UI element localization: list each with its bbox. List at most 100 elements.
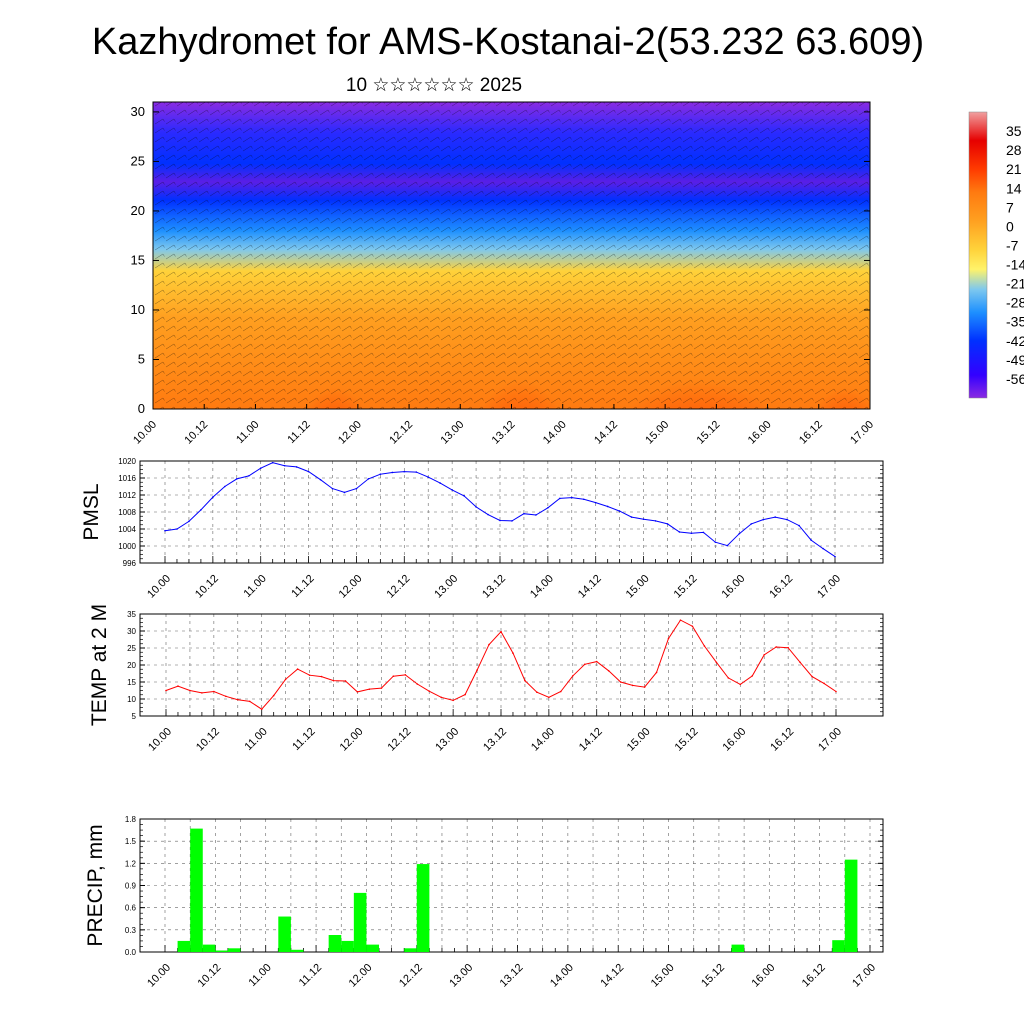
x-tick-label: 11.00 [241, 573, 268, 600]
x-tick-label: 13.12 [480, 573, 508, 601]
data-point [225, 695, 227, 698]
data-point [260, 708, 263, 710]
data-point [177, 685, 179, 687]
data-point [667, 637, 670, 640]
colorbar-label: 14 [1006, 180, 1022, 196]
data-point [308, 674, 311, 676]
data-point [702, 531, 705, 534]
data-point [774, 516, 776, 518]
data-point [284, 678, 287, 681]
colorbar-scale [968, 111, 988, 399]
y-tick-label: 1.2 [125, 859, 137, 868]
x-tick-label: 11.12 [285, 419, 312, 446]
data-point [643, 686, 646, 688]
data-point [380, 687, 383, 689]
x-tick-label: 14.12 [577, 726, 605, 754]
page-subtitle: 10 ☆☆☆☆☆☆ 2025 [346, 75, 522, 96]
data-point [739, 683, 742, 686]
colorbar-label: 28 [1006, 142, 1022, 158]
y-axis-label: TEMP at 2 M [88, 604, 111, 726]
data-point [404, 674, 407, 676]
x-tick-label: 13.12 [498, 962, 526, 990]
colorbar: 35 28 21 14 7 0 -7 -14 -21 -28 -35 -42 -49 -56 [968, 111, 1024, 399]
x-tick-label: 16.00 [746, 419, 774, 447]
data-point [678, 531, 681, 533]
y-tick-label: 996 [123, 559, 137, 568]
y-tick-label: 0 [138, 401, 145, 416]
data-point [582, 498, 585, 501]
data-point [763, 654, 766, 656]
y-tick-label: 35 [127, 610, 136, 619]
colorbar-label: -14 [1006, 257, 1024, 273]
data-point [451, 489, 453, 491]
data-point [775, 646, 777, 648]
data-point [500, 630, 502, 633]
x-tick-label: 15.12 [672, 573, 700, 601]
data-point [834, 555, 836, 558]
x-tick-label: 16.12 [797, 419, 825, 447]
data-point [463, 495, 465, 497]
x-tick-label: 10.12 [196, 962, 224, 990]
data-point [272, 694, 275, 697]
data-point [524, 679, 526, 682]
data-point [415, 471, 418, 473]
data-point [786, 518, 788, 521]
data-point [799, 661, 801, 664]
x-tick-label: 15.12 [673, 726, 701, 754]
data-point [319, 478, 322, 481]
y-tick-label: 1008 [118, 508, 136, 517]
precip-bar [366, 944, 380, 952]
data-point [391, 471, 394, 474]
y-tick-label: 1020 [118, 457, 136, 466]
x-tick-label: 14.12 [576, 573, 604, 601]
data-point [355, 487, 358, 490]
data-point [416, 683, 419, 685]
x-tick-label: 10.00 [146, 726, 174, 754]
x-tick-label: 11.00 [234, 419, 261, 446]
y-tick-label: 30 [131, 104, 145, 119]
x-tick-label: 15.12 [699, 962, 727, 990]
y-tick-label: 5 [132, 712, 137, 721]
x-tick-label: 13.00 [447, 962, 475, 990]
precip-bar [227, 948, 241, 952]
x-tick-label: 11.12 [297, 962, 324, 989]
data-point [403, 470, 406, 473]
x-tick-label: 10.00 [131, 419, 159, 447]
data-point [715, 661, 718, 664]
data-point [452, 699, 454, 702]
data-point [787, 646, 789, 649]
x-tick-label: 12.00 [338, 726, 366, 754]
data-point [619, 681, 622, 683]
x-tick-label: 16.00 [749, 962, 777, 990]
precip-bar [416, 864, 430, 952]
panel-frame [139, 460, 884, 564]
x-tick-label: 16.12 [767, 573, 795, 601]
x-tick-label: 15.12 [695, 419, 723, 447]
data-point [236, 698, 239, 701]
x-tick-label: 14.12 [598, 962, 626, 990]
data-point [201, 692, 203, 694]
data-point [690, 532, 693, 535]
data-point [200, 509, 202, 511]
precip-bar [731, 944, 745, 952]
colorbar-label: -56 [1006, 371, 1024, 387]
data-point [428, 690, 431, 692]
data-point [176, 528, 178, 530]
x-tick-label: 13.00 [438, 419, 466, 447]
data-point [523, 512, 525, 515]
colorbar-label: -21 [1006, 276, 1024, 292]
x-tick-label: 11.12 [289, 573, 316, 600]
x-tick-label: 14.00 [528, 573, 556, 601]
y-tick-label: 10 [127, 695, 136, 704]
data-point [247, 475, 250, 477]
data-point [618, 510, 621, 512]
data-point [440, 696, 442, 699]
y-tick-label: 1.5 [125, 837, 137, 846]
data-point [750, 523, 753, 525]
y-tick-label: 30 [127, 627, 136, 636]
data-point [570, 496, 573, 499]
precip-bar [215, 950, 228, 952]
x-tick-label: 13.12 [481, 726, 509, 754]
data-point [751, 675, 754, 677]
data-point [235, 478, 238, 480]
